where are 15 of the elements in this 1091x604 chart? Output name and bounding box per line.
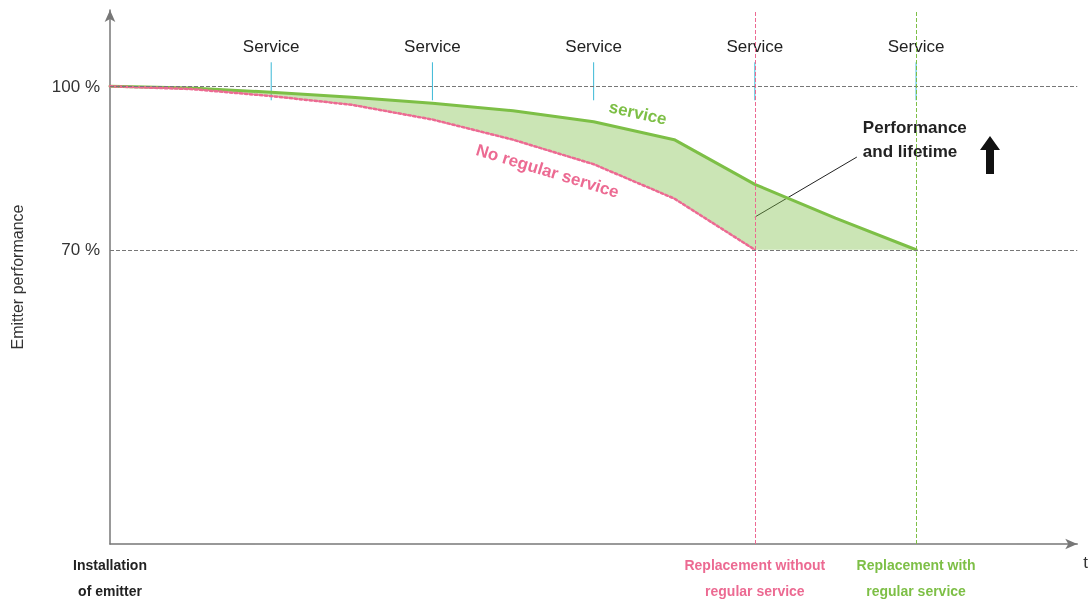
annotation: Service xyxy=(404,36,461,56)
text: service xyxy=(607,97,669,129)
annotation: Service xyxy=(887,36,945,56)
y-tick-label: 100 % xyxy=(51,76,100,96)
x-tick-label: Installation of emitter xyxy=(73,557,147,599)
x-tick-label: Replacement without regular service xyxy=(684,557,826,599)
y-tick-label: 70 % xyxy=(61,240,100,260)
annotation: Performance and lifetime xyxy=(862,117,967,161)
annotation: Service xyxy=(726,36,784,56)
x-axis-title: t xyxy=(1083,553,1089,572)
annotation: Service xyxy=(565,36,622,56)
y-axis-title: Emitter performance xyxy=(8,204,26,350)
x-tick-label: Replacement with regular service xyxy=(856,557,976,599)
text: No regular service xyxy=(473,140,622,202)
annotation: Service xyxy=(242,36,300,56)
